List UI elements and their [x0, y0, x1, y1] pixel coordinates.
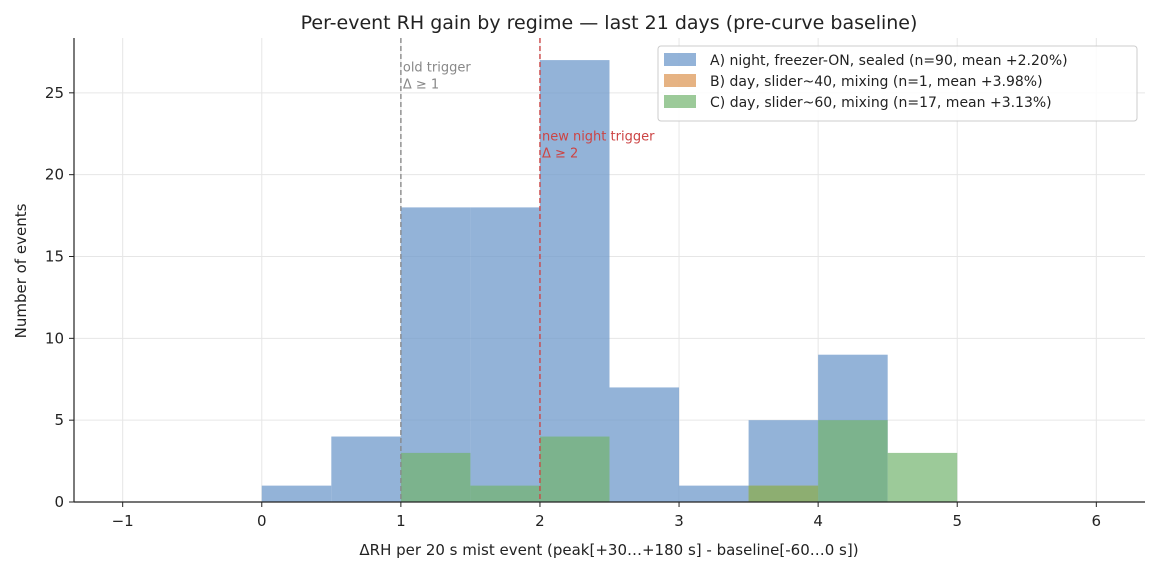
legend-label: A) night, freezer-ON, sealed (n=90, mean… — [710, 53, 1068, 69]
chart-title: Per-event RH gain by regime — last 21 da… — [301, 12, 918, 34]
legend-swatch — [664, 53, 696, 66]
ticks-layer: −1 0 1 2 3 4 5 6 0 5 10 15 20 25 — [45, 84, 1101, 530]
x-tick-label: 2 — [535, 512, 545, 530]
y-tick-label: 20 — [45, 166, 64, 184]
x-axis-label: ΔRH per 20 s mist event (peak[+30…+180 s… — [359, 541, 858, 559]
histogram-bar — [748, 485, 819, 502]
x-tick-label: 0 — [257, 512, 267, 530]
trigger-label: new night trigger — [542, 129, 655, 144]
axes-layer — [73, 38, 1145, 503]
histogram-bar — [887, 452, 958, 502]
y-tick-label: 25 — [45, 84, 64, 102]
y-tick-label: 0 — [54, 493, 64, 511]
legend-swatch — [664, 95, 696, 108]
histogram-bar — [261, 485, 332, 502]
y-axis-label: Number of events — [12, 203, 30, 338]
x-tick-label: 3 — [674, 512, 684, 530]
histogram-bar — [609, 387, 680, 502]
trigger-label-threshold: Δ ≥ 2 — [542, 146, 578, 161]
histogram-bar — [400, 452, 471, 502]
histogram-bar — [331, 436, 401, 502]
histogram-bar — [818, 420, 888, 502]
bars-layer — [261, 60, 958, 502]
y-tick-label: 5 — [54, 411, 64, 429]
trigger-lines: old trigger Δ ≥ 1 new night trigger Δ ≥ 2 — [400, 38, 655, 502]
trigger-label-threshold: Δ ≥ 1 — [403, 78, 439, 93]
x-tick-label: 5 — [952, 512, 962, 530]
histogram-bar — [470, 485, 540, 502]
histogram-bar — [470, 207, 540, 502]
legend-label: B) day, slider~40, mixing (n=1, mean +3.… — [710, 74, 1043, 90]
y-tick-label: 15 — [45, 247, 64, 265]
trigger-label: old trigger — [403, 61, 472, 76]
histogram-bar — [679, 485, 749, 502]
legend: A) night, freezer-ON, sealed (n=90, mean… — [657, 45, 1138, 122]
x-tick-label: −1 — [112, 512, 134, 530]
y-tick-label: 10 — [45, 329, 64, 347]
x-tick-label: 4 — [813, 512, 823, 530]
legend-swatch — [664, 74, 696, 87]
histogram-bar — [539, 436, 610, 502]
legend-label: C) day, slider~60, mixing (n=17, mean +3… — [710, 95, 1052, 111]
x-tick-label: 1 — [396, 512, 406, 530]
legend-box — [657, 45, 1138, 122]
x-tick-label: 6 — [1092, 512, 1102, 530]
histogram-bar — [539, 60, 610, 502]
